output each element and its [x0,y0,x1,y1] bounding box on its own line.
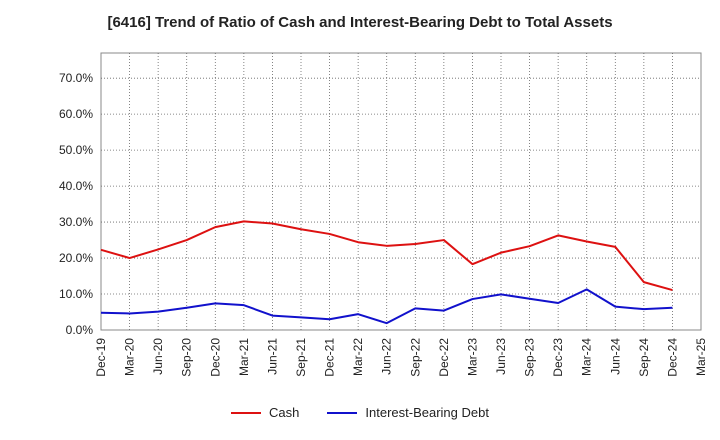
x-tick-label: Dec-23 [551,338,565,377]
y-tick-label: 10.0% [59,287,93,301]
x-tick-label: Mar-22 [351,338,365,376]
x-tick-label: Dec-20 [208,338,222,377]
legend-swatch-cash [231,411,262,414]
x-tick-label: Sep-20 [180,338,194,377]
series-line-cash [100,220,673,292]
x-tick-label: Mar-23 [465,338,479,376]
plot-frame [100,52,702,331]
x-tick-label: Sep-24 [637,338,651,377]
legend-swatch-debt [327,411,358,414]
y-tick-label: 0.0% [66,323,94,337]
x-tick-label: Mar-25 [694,338,708,376]
x-tick-label: Mar-20 [123,338,137,376]
x-tick-label: Jun-21 [265,338,279,375]
x-tick-label: Sep-21 [294,338,308,377]
y-tick-label: 70.0% [59,71,93,85]
y-tick-label: 60.0% [59,107,93,121]
x-tick-label: Dec-24 [665,338,679,377]
legend-label-debt: Interest-Bearing Debt [365,405,489,420]
y-tick-label: 40.0% [59,179,93,193]
y-tick-label: 20.0% [59,251,93,265]
legend: Cash Interest-Bearing Debt [0,405,720,420]
x-tick-label: Dec-21 [323,338,337,377]
x-tick-label: Jun-23 [494,338,508,375]
series-line-interest-bearing-debt [100,288,673,325]
x-tick-label: Jun-24 [608,338,622,375]
legend-item-cash: Cash [231,405,299,420]
x-tick-label: Dec-22 [437,338,451,377]
x-tick-label: Sep-23 [523,338,537,377]
x-tick-label: Mar-24 [580,338,594,376]
legend-item-debt: Interest-Bearing Debt [327,405,489,420]
x-tick-label: Dec-19 [94,338,108,377]
y-tick-label: 50.0% [59,143,93,157]
x-tick-label: Jun-22 [380,338,394,375]
x-tick-label: Mar-21 [237,338,251,376]
chart-title: [6416] Trend of Ratio of Cash and Intere… [107,14,613,31]
x-tick-label: Jun-20 [151,338,165,375]
legend-label-cash: Cash [269,405,300,420]
x-tick-label: Sep-22 [408,338,422,377]
y-tick-label: 30.0% [59,215,93,229]
